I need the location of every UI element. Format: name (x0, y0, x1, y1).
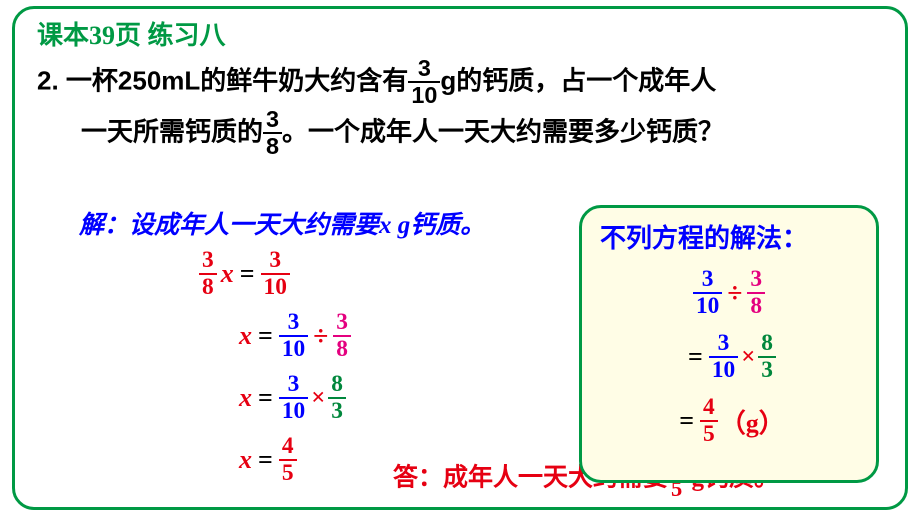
alternative-method-box: 不列方程的解法： 310 ÷ 38 = 310 × 83 = 45 （g） (579, 205, 879, 483)
alt-row-1: 310 ÷ 38 (600, 261, 858, 325)
eq-row-3: x = 310 × 83 (79, 367, 549, 429)
alt-row-2: = 310 × 83 (600, 325, 858, 389)
eq1-lhs-frac: 38 (199, 248, 217, 299)
q-line1-a: 一杯250mL的鲜牛奶大约含有 (66, 66, 408, 96)
q-line1-b: g的钙质，占一个成年人 (440, 66, 716, 96)
divide-sign: ÷ (313, 321, 328, 352)
eq2-frac-b: 38 (333, 310, 351, 361)
altbox-title: 不列方程的解法： (600, 218, 858, 255)
alt-work: 310 ÷ 38 = 310 × 83 = 45 （g） (600, 261, 858, 453)
page-header: 课本39页 练习八 (37, 15, 883, 52)
eq2-frac-a: 310 (279, 310, 308, 361)
eq-row-2: x = 310 ÷ 38 (79, 305, 549, 367)
eq4-result: 45 (279, 434, 297, 485)
question-text: 2. 一杯250mL的鲜牛奶大约含有310g的钙质，占一个成年人 一天所需钙质的… (37, 56, 883, 158)
lesson-card: 课本39页 练习八 2. 一杯250mL的鲜牛奶大约含有310g的钙质，占一个成… (12, 6, 908, 510)
q-frac2: 38 (263, 107, 282, 158)
q-line2-b: 。一个成年人一天大约需要多少钙质？ (282, 117, 724, 147)
alt-row-3: = 45 （g） (600, 389, 858, 453)
multiply-sign: × (311, 384, 325, 412)
eq3-frac-b: 83 (328, 372, 346, 423)
q-frac1: 310 (408, 56, 440, 107)
solution-area: 解：设成年人一天大约需要x g钙质。 38 x = 310 x = 310 ÷ … (79, 205, 549, 491)
question-number: 2. (37, 66, 59, 96)
q-line2-a: 一天所需钙质的 (81, 117, 263, 147)
eq1-rhs-frac: 310 (261, 248, 290, 299)
eq3-frac-a: 310 (279, 372, 308, 423)
let-statement: 解：设成年人一天大约需要x g钙质。 (79, 205, 549, 241)
eq-row-1: 38 x = 310 (79, 243, 549, 305)
